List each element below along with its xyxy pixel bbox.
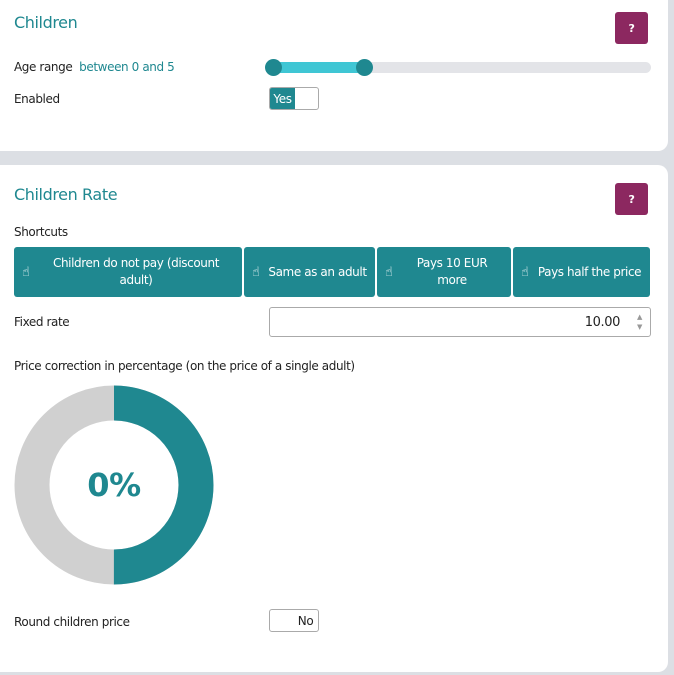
shortcuts-label: Shortcuts: [14, 225, 68, 239]
shortcut-free-button[interactable]: ☝ Children do not pay (discount adult): [14, 247, 242, 297]
shortcut-half-button[interactable]: ☝ Pays half the price: [513, 247, 650, 297]
shortcut-same-button[interactable]: ☝ Same as an adult: [244, 247, 375, 297]
toggle-yes: Yes: [270, 88, 295, 109]
toggle-no: No: [297, 613, 314, 628]
round-price-toggle[interactable]: No: [269, 609, 319, 632]
hand-pointer-icon: ☝: [252, 264, 260, 280]
hand-pointer-icon: ☝: [22, 264, 30, 280]
fixed-rate-input[interactable]: 10.00 ▲ ▼: [269, 307, 651, 337]
slider-max-handle[interactable]: [355, 59, 373, 76]
age-range-slider[interactable]: [265, 59, 651, 76]
price-correction-value: 0%: [87, 466, 141, 504]
spinner-icon[interactable]: ▲ ▼: [637, 313, 642, 331]
enabled-toggle[interactable]: Yes: [269, 87, 319, 110]
fixed-rate-label: Fixed rate: [14, 315, 70, 329]
price-correction-label: Price correction in percentage (on the p…: [14, 359, 355, 373]
round-price-label: Round children price: [14, 615, 130, 629]
slider-min-handle[interactable]: [265, 59, 282, 76]
age-range-value: between 0 and 5: [79, 60, 175, 74]
shortcut-plus10-button[interactable]: ☝ Pays 10 EUR more: [377, 247, 511, 297]
age-range-label: Age range between 0 and 5: [14, 60, 175, 74]
children-card: Children ? Age range between 0 and 5 Ena…: [0, 0, 668, 151]
hand-pointer-icon: ☝: [385, 264, 393, 280]
slider-fill: [273, 62, 364, 73]
help-button[interactable]: ?: [615, 12, 648, 44]
hand-pointer-icon: ☝: [521, 264, 529, 280]
enabled-label: Enabled: [14, 92, 60, 106]
price-correction-donut[interactable]: [14, 385, 214, 585]
children-rate-title: Children Rate: [14, 185, 118, 204]
children-title: Children: [14, 13, 78, 32]
donut-fill: [14, 385, 214, 585]
children-rate-card: Children Rate ? Shortcuts ☝ Children do n…: [0, 165, 668, 672]
help-button[interactable]: ?: [615, 183, 648, 215]
